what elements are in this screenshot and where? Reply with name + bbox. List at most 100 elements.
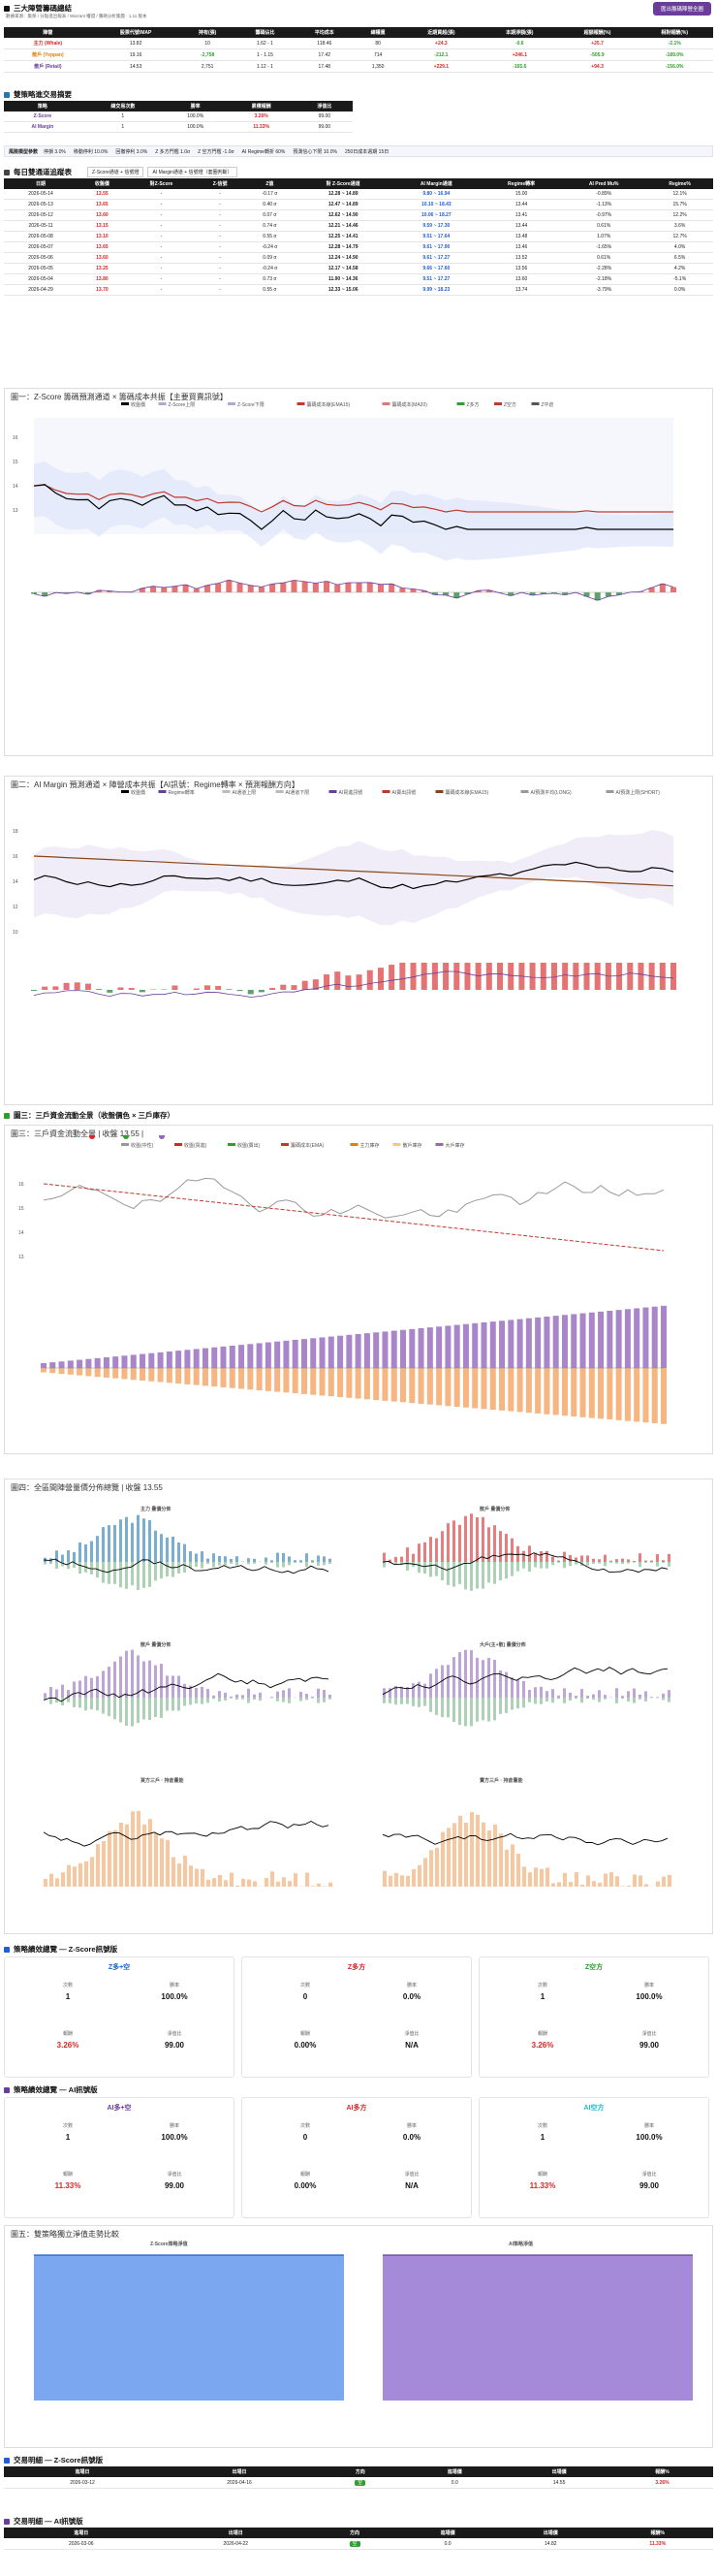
- legend-entry: 收盤價: [131, 789, 145, 796]
- inventory-bar: [265, 1368, 271, 1391]
- inventory-bar: [49, 1368, 56, 1374]
- table-cell: +25.7: [558, 38, 637, 49]
- volume-bar: [586, 1555, 589, 1562]
- volume-bar: [580, 1555, 583, 1562]
- volume-bar: [323, 1886, 327, 1887]
- metric-nav: 淨值比 99.00: [639, 2172, 660, 2190]
- volume-bar: [575, 1698, 577, 1700]
- volume-bar: [49, 1686, 52, 1698]
- ai-bar: [236, 990, 243, 992]
- table-cell: 11.90 ~ 14.36: [295, 273, 391, 285]
- column-header: 累積報酬: [226, 101, 296, 111]
- volume-bar: [142, 1562, 145, 1588]
- volume-bar: [265, 1562, 267, 1565]
- volume-bar: [299, 1560, 302, 1562]
- table-cell: 1,350: [354, 60, 402, 73]
- volume-bar: [499, 1698, 502, 1714]
- ai-bar: [96, 989, 103, 990]
- volume-bar: [499, 1670, 502, 1698]
- legend-entry: AI預測上限(SHORT): [616, 789, 661, 796]
- volume-bar: [148, 1660, 151, 1698]
- volume-bar: [253, 1694, 256, 1698]
- inventory-bar: [453, 1324, 460, 1368]
- tab-ai[interactable]: AI Margin通道 + 信號燈（套圈判斷）: [147, 167, 237, 177]
- inventory-bar: [598, 1311, 605, 1368]
- volume-bar: [482, 1822, 485, 1887]
- volume-bar: [668, 1698, 670, 1702]
- volume-bar: [247, 1688, 250, 1698]
- volume-bar: [528, 1562, 531, 1573]
- table-cell: -2,758: [179, 48, 235, 61]
- volume-bar: [201, 1868, 204, 1887]
- metric-nav: 淨值比 N/A: [404, 2172, 420, 2190]
- volume-bar: [108, 1562, 110, 1584]
- table-cell: 17.48: [295, 60, 355, 73]
- table-row: 2026-05-07 13.65- - -0.24 σ 12.28 ~ 14.79 9.6…: [4, 241, 713, 253]
- volume-bar: [627, 1691, 630, 1698]
- volume-bar: [154, 1698, 157, 1718]
- volume-bar: [575, 1696, 577, 1698]
- volume-bar: [383, 1698, 386, 1703]
- inventory-bar: [544, 1368, 550, 1415]
- volume-bar: [44, 1693, 47, 1698]
- inventory-bar: [112, 1368, 119, 1379]
- inventory-bar: [327, 1336, 334, 1368]
- volume-bar: [493, 1562, 496, 1584]
- table-cell: 13.15: [78, 220, 127, 232]
- volume-bar: [177, 1675, 180, 1698]
- inventory-bar: [238, 1345, 245, 1368]
- volume-bar: [540, 1686, 543, 1698]
- volume-bar: [505, 1849, 509, 1887]
- volume-bar: [177, 1562, 180, 1574]
- tab-zscore[interactable]: Z-Score通道 + 信號燈: [87, 167, 144, 177]
- table-row: 2026-05-08 13.10- -0.55 σ 12.25 ~ 14.41 9.51…: [4, 231, 713, 242]
- table-cell: 0.0: [396, 2538, 500, 2550]
- inventory-bar: [489, 1321, 496, 1368]
- volume-bar: [288, 1698, 291, 1703]
- zscore-bar: [421, 590, 427, 592]
- volume-bar: [447, 1698, 450, 1718]
- volume-bar: [423, 1562, 426, 1574]
- y-tick-label: 16: [13, 854, 18, 860]
- inventory-bar: [615, 1368, 622, 1420]
- inventory-bar: [624, 1368, 631, 1421]
- table-cell: -: [126, 209, 197, 221]
- volume-bar: [102, 1698, 105, 1714]
- table-row: 2026-05-06 13.60- -0.09 σ 12.24 ~ 14.90 9.61…: [4, 252, 713, 264]
- volume-bar: [592, 1881, 596, 1887]
- volume-bar: [119, 1698, 122, 1723]
- table-cell: 4.2%: [646, 263, 713, 274]
- volume-bar: [580, 1885, 584, 1887]
- ai-bar: [31, 990, 37, 992]
- zscore-bar: [616, 592, 623, 595]
- volume-bar: [96, 1844, 100, 1887]
- zscore-bar: [139, 588, 145, 592]
- volume-bar: [142, 1661, 145, 1698]
- export-button[interactable]: 匯出籌碼陣營全圖: [652, 2, 711, 16]
- metric-win: 勝率 0.0%: [402, 1983, 421, 2001]
- ai-bar: [497, 963, 504, 990]
- column-header: 對Z-Score: [126, 178, 197, 189]
- risk-params-label: 風險模型參數: [9, 148, 39, 155]
- volume-bar: [418, 1698, 421, 1707]
- ai-bar: [258, 990, 265, 993]
- volume-bar: [627, 1559, 630, 1562]
- inventory-bar: [363, 1333, 370, 1368]
- inventory-bar: [265, 1342, 271, 1368]
- volume-bar: [90, 1541, 93, 1562]
- table-cell: 0.73 σ: [244, 273, 296, 285]
- volume-bar: [511, 1844, 514, 1887]
- inventory-bar: [525, 1368, 532, 1414]
- volume-bar: [142, 1824, 146, 1887]
- table-cell: 13.82: [91, 38, 180, 49]
- inventory-bar: [193, 1349, 200, 1368]
- volume-bar: [569, 1692, 572, 1698]
- volume-bar: [137, 1514, 140, 1562]
- volume-bar: [328, 1698, 331, 1700]
- volume-bar: [305, 1872, 309, 1887]
- volume-bar: [328, 1882, 332, 1887]
- y-tick-label: 13: [13, 508, 18, 514]
- zscore-bar: [562, 592, 569, 595]
- metric-ret: 報酬 0.00%: [294, 2031, 317, 2050]
- volume-bar: [119, 1656, 122, 1698]
